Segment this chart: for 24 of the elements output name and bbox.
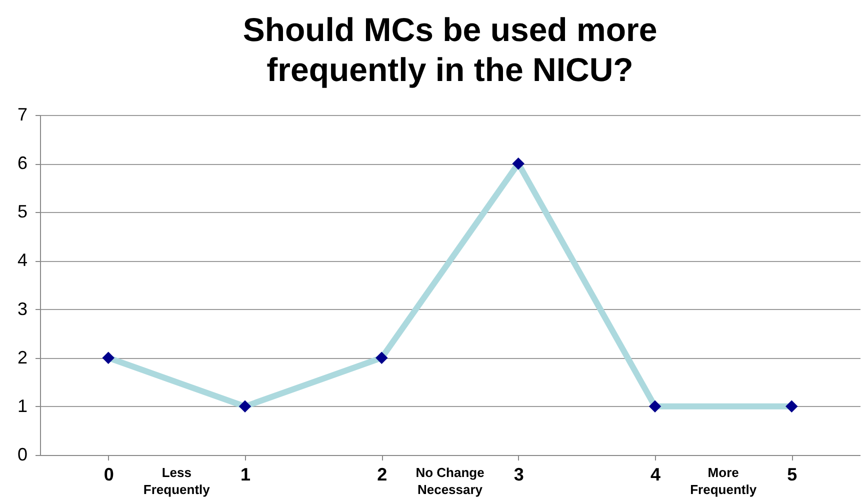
y-tick-label: 6 xyxy=(17,153,28,174)
y-tick-label: 0 xyxy=(17,444,28,464)
point xyxy=(648,400,662,413)
chart-title: Should MCs be used more frequently in the NICU? xyxy=(242,11,658,88)
point xyxy=(238,400,252,413)
y-tick-label: 5 xyxy=(17,202,28,222)
x-tick-label: 3 xyxy=(514,464,524,484)
text: No Change Necessary xyxy=(416,465,484,497)
text: Less Frequently xyxy=(143,465,211,497)
point xyxy=(512,157,524,170)
point xyxy=(376,352,388,364)
y-tick-label: 3 xyxy=(17,298,28,319)
point xyxy=(102,352,114,364)
x-tick-label: 4 xyxy=(650,464,661,484)
y-tick-label: 2 xyxy=(17,347,28,368)
x-tick-label: 5 xyxy=(787,464,798,484)
point xyxy=(786,400,798,413)
x-tick-label: 1 xyxy=(240,464,251,484)
y-tick-label: 1 xyxy=(17,396,28,416)
x-tick-label: 2 xyxy=(377,464,388,484)
y-tick-label: 4 xyxy=(17,250,28,270)
y-tick-label: 7 xyxy=(17,104,28,124)
text: More Frequently xyxy=(690,465,758,497)
x-tick-label: 0 xyxy=(104,464,114,484)
